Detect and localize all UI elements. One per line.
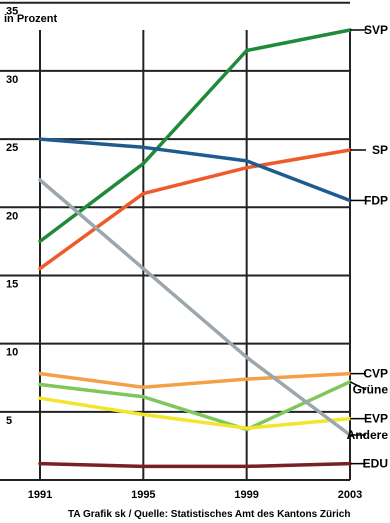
series-line-cvp [38, 371, 352, 390]
series-line-sp [38, 148, 352, 271]
series-label-edu: EDU [363, 457, 388, 471]
series-label-grüne: Grüne [353, 383, 389, 397]
y-tick-label: 30 [6, 74, 18, 86]
series-labels: SVP SP FDP CVP Grüne EVP Andere EDU [347, 23, 389, 471]
y-tick-label: 15 [6, 278, 18, 290]
series-line-evp [38, 396, 352, 430]
series-line-fdp [38, 137, 352, 203]
y-tick-label: 10 [6, 347, 18, 359]
y-tick-label: 25 [6, 142, 18, 154]
source-note: TA Grafik sk / Quelle: Statistisches Amt… [68, 509, 350, 520]
series-label-sp: SP [372, 143, 388, 157]
series-line-andere [38, 178, 352, 437]
leader-grüne [349, 381, 367, 391]
x-tick-label: 1995 [131, 489, 155, 501]
series-label-cvp: CVP [363, 367, 388, 381]
y-tick-label: 5 [6, 415, 12, 427]
series-label-fdp: FDP [364, 193, 388, 207]
grid [0, 1, 351, 481]
series-label-andere: Andere [347, 428, 389, 442]
series-line-edu [38, 461, 352, 469]
x-tick-label: 1999 [234, 489, 258, 501]
x-tick-label: 1991 [28, 489, 52, 501]
series-label-svp: SVP [364, 23, 388, 37]
y-axis-label: in Prozent [4, 13, 58, 25]
y-tick-label: 35 [6, 6, 18, 18]
series-lines [38, 28, 352, 469]
x-tick-label: 2003 [338, 489, 362, 501]
y-tick-label: 20 [6, 210, 18, 222]
axis-ticks: 5 10 15 20 25 30 35 1991 1995 1999 2003 [6, 6, 362, 501]
series-label-evp: EVP [364, 412, 388, 426]
series-line-grüne [38, 380, 352, 432]
series-line-svp [38, 28, 352, 244]
